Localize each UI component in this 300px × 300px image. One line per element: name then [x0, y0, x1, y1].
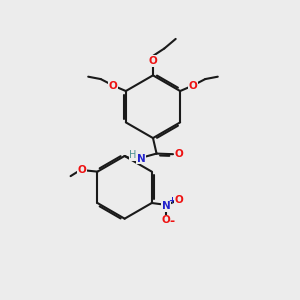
Text: N: N — [137, 154, 146, 164]
Text: O: O — [175, 149, 183, 159]
Text: +: + — [168, 196, 175, 206]
Text: O: O — [148, 56, 158, 66]
Text: -: - — [169, 215, 174, 228]
Text: H: H — [129, 150, 136, 161]
Text: N: N — [162, 201, 170, 211]
Text: O: O — [162, 215, 170, 225]
Text: O: O — [188, 81, 197, 91]
Text: O: O — [78, 165, 87, 175]
Text: O: O — [109, 81, 118, 91]
Text: O: O — [174, 195, 183, 205]
